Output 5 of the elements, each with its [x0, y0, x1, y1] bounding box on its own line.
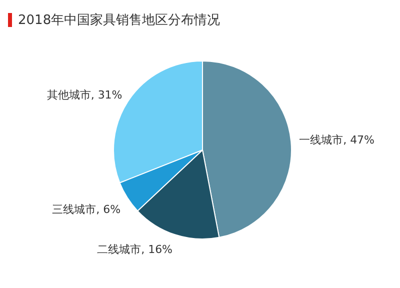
slice-label: 一线城市, 47%: [299, 134, 375, 147]
chart-title: 2018年中国家具销售地区分布情况: [18, 12, 220, 29]
slice-label: 二线城市, 16%: [97, 243, 173, 256]
slice-label: 其他城市, 31%: [46, 88, 122, 102]
slice-label: 三线城市, 6%: [52, 202, 121, 216]
